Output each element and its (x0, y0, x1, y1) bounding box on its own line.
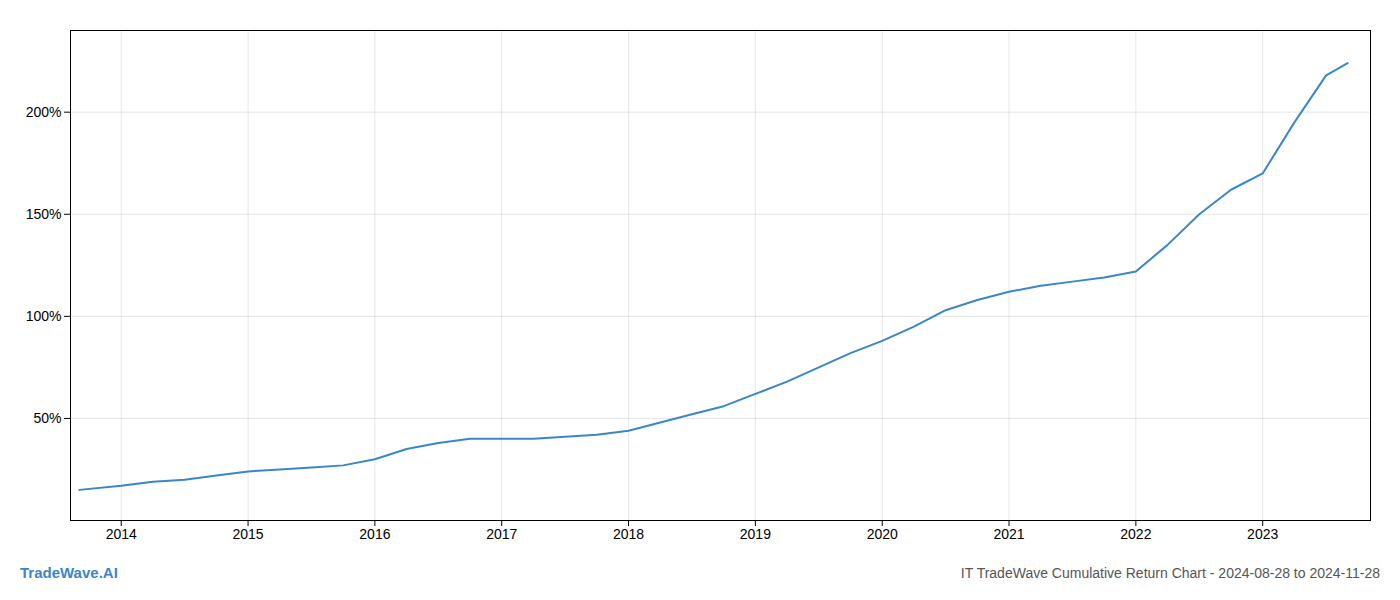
svg-text:2022: 2022 (1120, 526, 1151, 542)
svg-text:100%: 100% (26, 308, 62, 324)
svg-text:2018: 2018 (613, 526, 644, 542)
svg-text:2015: 2015 (232, 526, 263, 542)
svg-text:2019: 2019 (740, 526, 771, 542)
svg-text:2020: 2020 (867, 526, 898, 542)
html-text:TradeWave.AI: TradeWave.AI (20, 564, 118, 581)
svg-text:200%: 200% (26, 104, 62, 120)
svg-text:50%: 50% (33, 410, 61, 426)
svg-text:2014: 2014 (106, 526, 137, 542)
svg-text:2021: 2021 (993, 526, 1024, 542)
html-text:IT TradeWave Cumulative Return: IT TradeWave Cumulative Return Chart - 2… (960, 565, 1380, 581)
svg-text:150%: 150% (26, 206, 62, 222)
svg-text:2017: 2017 (486, 526, 517, 542)
svg-text:2023: 2023 (1247, 526, 1278, 542)
svg-text:2016: 2016 (359, 526, 390, 542)
